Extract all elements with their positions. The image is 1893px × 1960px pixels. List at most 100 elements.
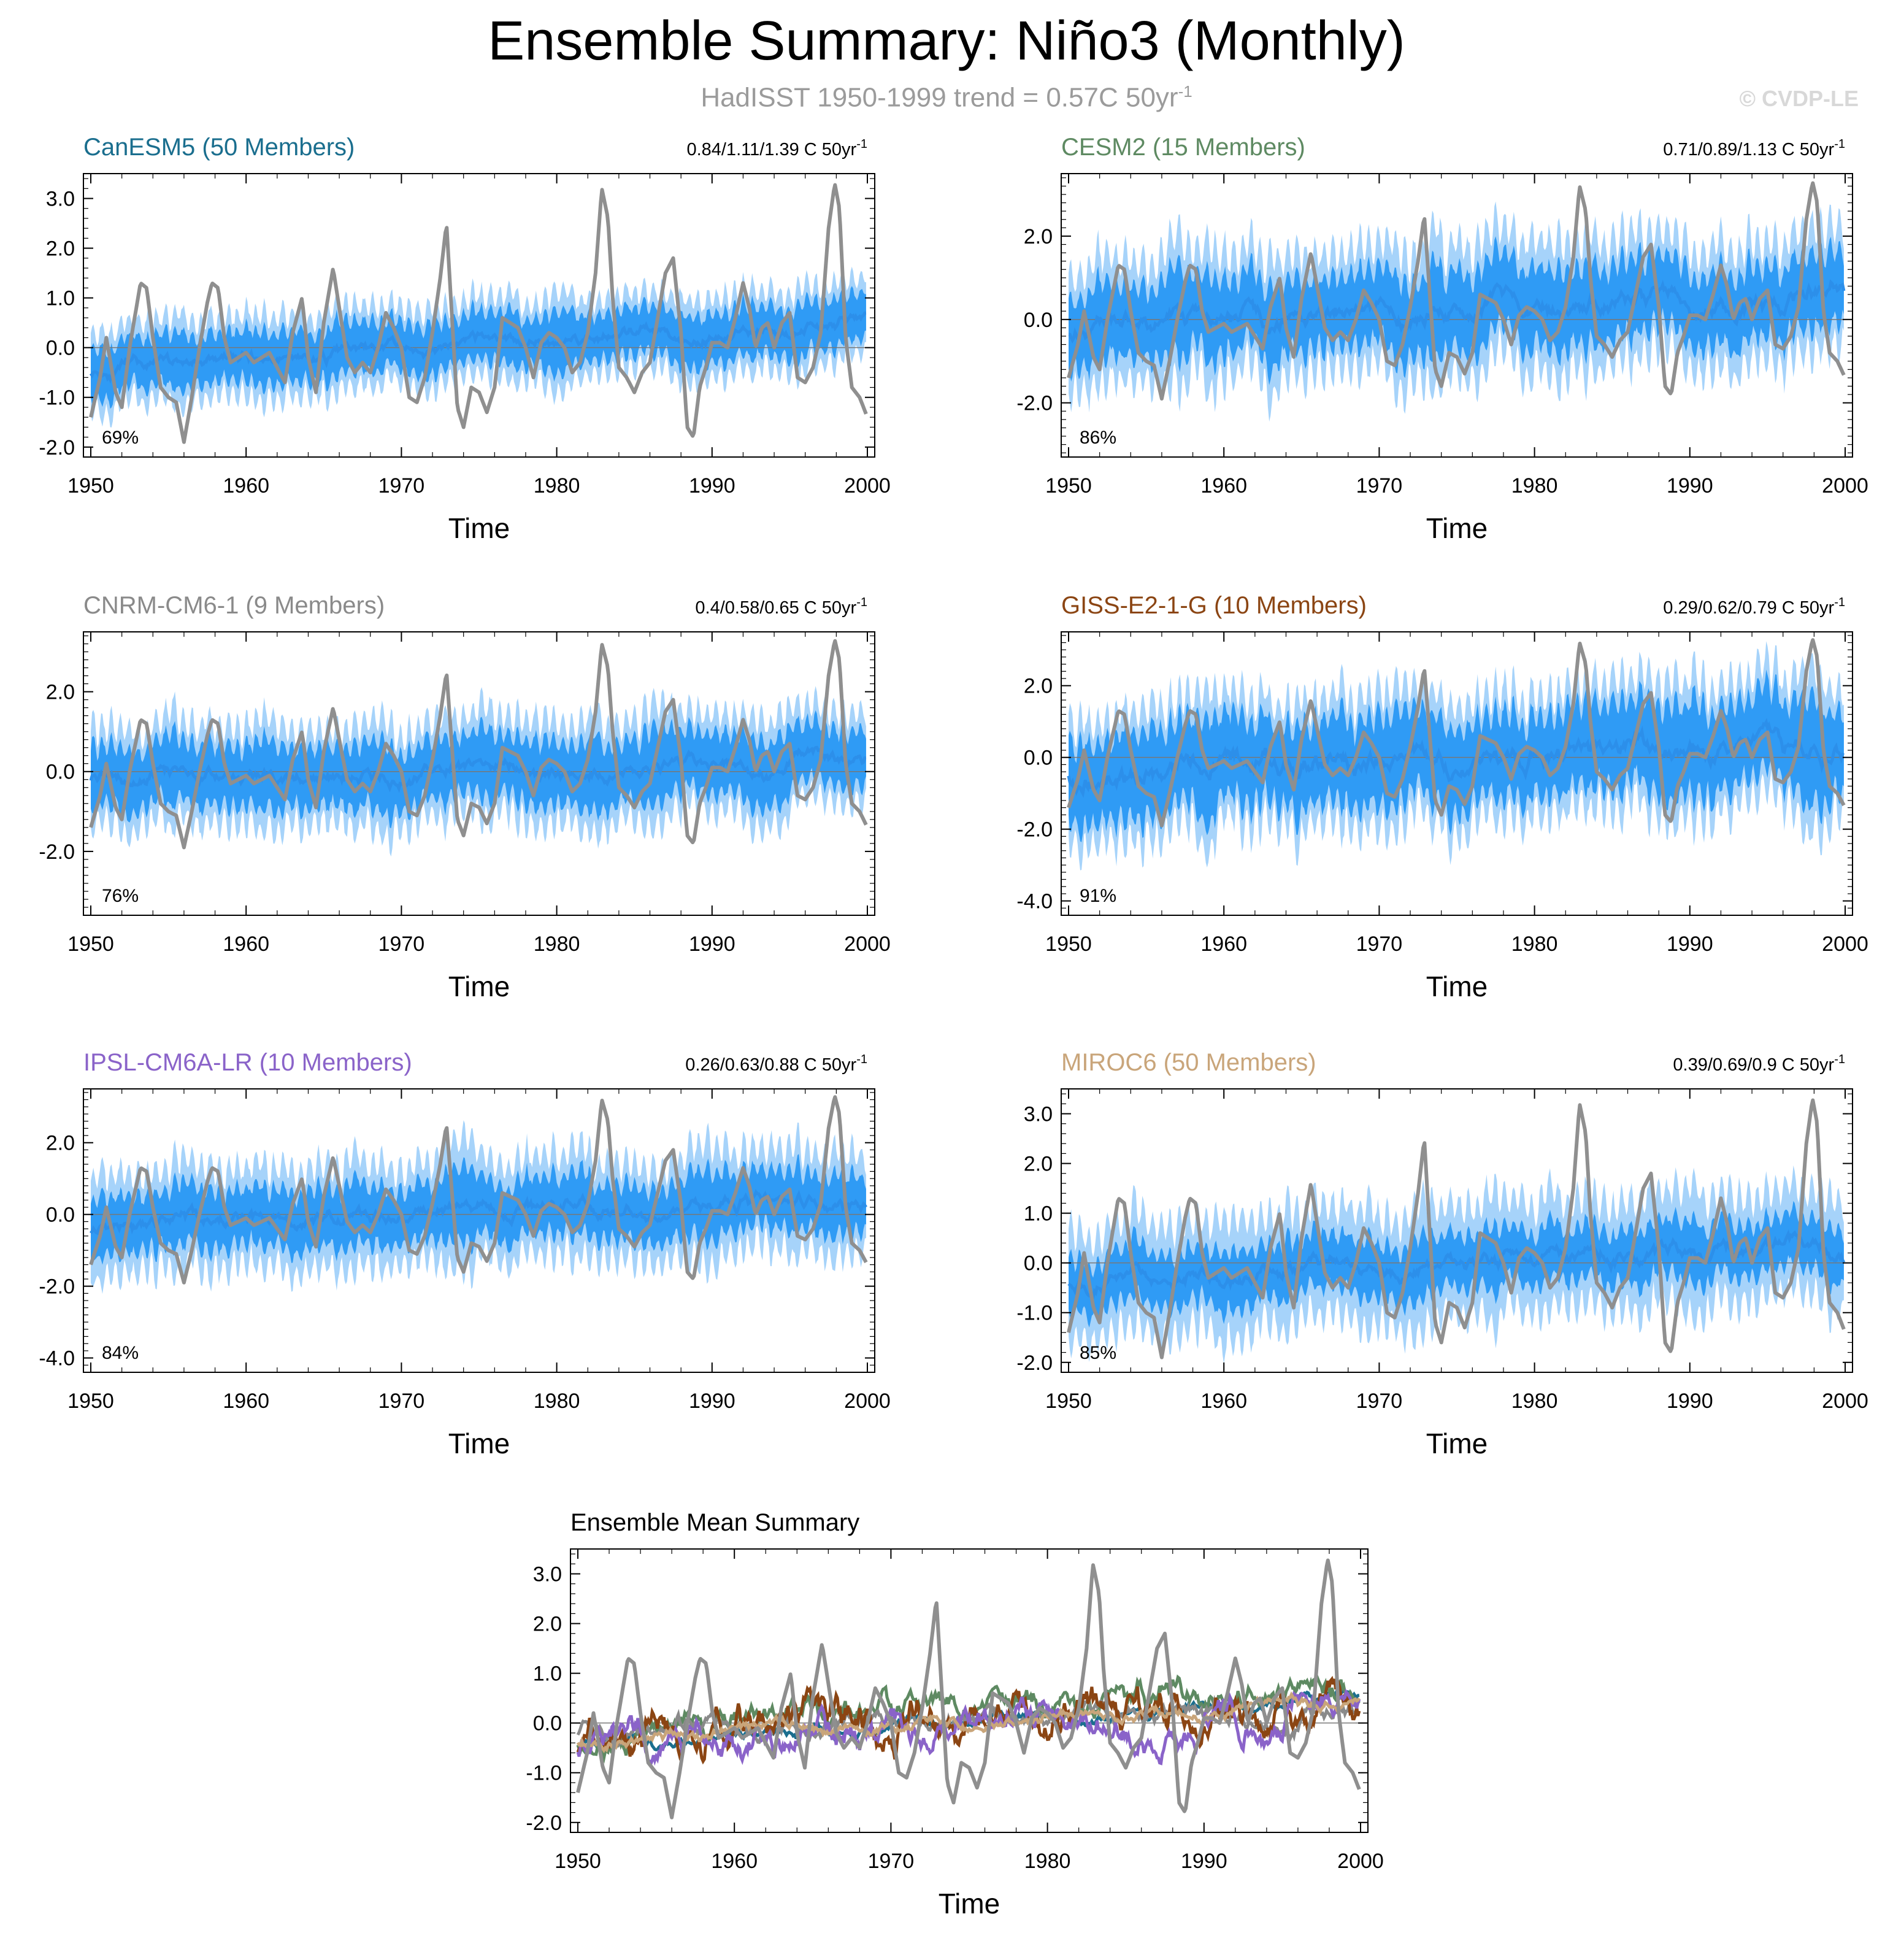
x-axis-title: Time bbox=[939, 1888, 1000, 1920]
y-tick-label: 0.0 bbox=[533, 1712, 562, 1735]
trend-superscript: -1 bbox=[856, 596, 867, 609]
series-line-ipsl-cm6a-lr bbox=[576, 1688, 1361, 1767]
plot-frame bbox=[1061, 631, 1853, 916]
x-tick-label: 2000 bbox=[1822, 474, 1868, 498]
y-tick-label: 2.0 bbox=[46, 237, 75, 261]
y-tick-label: -1.0 bbox=[526, 1762, 562, 1785]
x-tick-label: 1970 bbox=[1356, 474, 1403, 498]
panel-title: Ensemble Mean Summary bbox=[570, 1509, 859, 1536]
trend-superscript: -1 bbox=[1834, 596, 1845, 609]
plot-frame bbox=[83, 173, 875, 458]
panel-3: GISS-E2-1-G (10 Members) 0.29/0.62/0.79 C… bbox=[1016, 592, 1868, 1002]
x-tick-label: 1950 bbox=[67, 1389, 114, 1413]
x-tick-label: 1980 bbox=[1511, 932, 1558, 956]
y-tick-label: 1.0 bbox=[533, 1662, 562, 1686]
plot-frame bbox=[83, 631, 875, 916]
spread-inner-band bbox=[1069, 669, 1844, 842]
trend-label: 0.84/1.11/1.39 C 50yr-1 bbox=[686, 137, 867, 159]
ensemble-mean-line bbox=[1067, 1229, 1846, 1299]
x-tick-label: 2000 bbox=[1337, 1850, 1384, 1873]
x-tick-label: 1950 bbox=[555, 1850, 601, 1873]
x-tick-label: 1970 bbox=[1356, 932, 1403, 956]
y-tick-label: -2.0 bbox=[526, 1812, 562, 1835]
x-tick-label: 1980 bbox=[534, 932, 580, 956]
x-tick-label: 1990 bbox=[689, 1389, 735, 1413]
panel-0: CanESM5 (50 Members) 0.84/1.11/1.39 C 50y… bbox=[39, 134, 890, 544]
y-tick-label: -1.0 bbox=[39, 386, 75, 410]
x-tick-label: 2000 bbox=[844, 932, 891, 956]
observed-line bbox=[1067, 638, 1846, 828]
panel-title: IPSL-CM6A-LR (10 Members) bbox=[83, 1049, 412, 1076]
y-tick-label: 0.0 bbox=[1024, 1252, 1053, 1275]
y-tick-label: -4.0 bbox=[1016, 890, 1053, 913]
y-tick-label: 2.0 bbox=[46, 681, 75, 704]
panel-2: CNRM-CM6-1 (9 Members) 0.4/0.58/0.65 C 50… bbox=[39, 592, 890, 1002]
plot-frame bbox=[570, 1548, 1369, 1833]
x-tick-label: 1950 bbox=[1045, 474, 1092, 498]
percent-label: 69% bbox=[102, 428, 139, 448]
observed-line bbox=[576, 1558, 1361, 1820]
x-tick-label: 1970 bbox=[378, 932, 425, 956]
y-tick-label: -1.0 bbox=[1016, 1302, 1053, 1325]
plot-frame bbox=[1061, 1088, 1853, 1373]
plot-frame bbox=[1061, 173, 1853, 458]
panel-4: IPSL-CM6A-LR (10 Members) 0.26/0.63/0.88 … bbox=[39, 1049, 890, 1459]
series-line-miroc6 bbox=[576, 1691, 1361, 1754]
x-tick-label: 1990 bbox=[689, 932, 735, 956]
trend-label: 0.4/0.58/0.65 C 50yr-1 bbox=[695, 596, 867, 618]
observed-line bbox=[1067, 181, 1846, 401]
x-tick-label: 1980 bbox=[1511, 1389, 1558, 1413]
x-tick-label: 1970 bbox=[1356, 1389, 1403, 1413]
observed-line bbox=[89, 183, 868, 444]
trend-label: 0.29/0.62/0.79 C 50yr-1 bbox=[1663, 596, 1845, 618]
trend-superscript: -1 bbox=[856, 1053, 867, 1066]
x-tick-label: 1950 bbox=[1045, 932, 1092, 956]
ensemble-mean-line bbox=[89, 1189, 867, 1236]
panel-6: Ensemble Mean Summary -2.0 -1.0 0.0 1.0 2.0 3.… bbox=[526, 1509, 1383, 1920]
y-tick-label: -4.0 bbox=[39, 1347, 75, 1370]
x-axis-title: Time bbox=[448, 512, 510, 544]
trend-label: 0.71/0.89/1.13 C 50yr-1 bbox=[1663, 137, 1845, 159]
y-tick-label: 0.0 bbox=[1024, 747, 1053, 770]
trend-label: 0.26/0.63/0.88 C 50yr-1 bbox=[685, 1053, 867, 1075]
x-tick-label: 1960 bbox=[1200, 1389, 1247, 1413]
x-tick-label: 1990 bbox=[1181, 1850, 1227, 1873]
y-tick-label: 2.0 bbox=[1024, 1153, 1053, 1176]
y-tick-label: -2.0 bbox=[1016, 392, 1053, 415]
percent-label: 76% bbox=[102, 886, 139, 906]
x-tick-label: 1960 bbox=[223, 932, 269, 956]
panel-5: MIROC6 (50 Members) 0.39/0.69/0.9 C 50yr-… bbox=[1016, 1049, 1868, 1459]
x-tick-label: 1980 bbox=[534, 1389, 580, 1413]
x-tick-label: 1960 bbox=[223, 474, 269, 498]
x-tick-label: 1960 bbox=[1200, 474, 1247, 498]
x-axis-title: Time bbox=[1426, 1428, 1488, 1459]
y-tick-label: 2.0 bbox=[1024, 675, 1053, 698]
trend-superscript: -1 bbox=[1834, 137, 1845, 151]
percent-label: 84% bbox=[102, 1343, 139, 1363]
x-tick-label: 2000 bbox=[844, 1389, 891, 1413]
ensemble-mean-line bbox=[1067, 718, 1845, 798]
y-tick-label: -2.0 bbox=[1016, 818, 1053, 842]
x-tick-label: 1970 bbox=[378, 474, 425, 498]
y-tick-label: 3.0 bbox=[46, 188, 75, 211]
y-tick-label: 1.0 bbox=[46, 287, 75, 310]
ensemble-mean-line bbox=[89, 311, 867, 384]
panel-title: MIROC6 (50 Members) bbox=[1061, 1049, 1316, 1076]
trend-superscript: -1 bbox=[856, 137, 867, 151]
subtitle: HadISST 1950-1999 trend = 0.57C 50yr-1 bbox=[0, 82, 1893, 113]
panel-title: CanESM5 (50 Members) bbox=[83, 134, 355, 161]
panel-title: GISS-E2-1-G (10 Members) bbox=[1061, 592, 1367, 619]
x-axis-title: Time bbox=[1426, 970, 1488, 1002]
x-tick-label: 1990 bbox=[689, 474, 735, 498]
subtitle-superscript: -1 bbox=[1178, 82, 1192, 101]
y-tick-label: 0.0 bbox=[46, 1204, 75, 1227]
x-tick-label: 1980 bbox=[1024, 1850, 1071, 1873]
panel-title: CESM2 (15 Members) bbox=[1061, 134, 1305, 161]
y-tick-label: -2.0 bbox=[39, 840, 75, 864]
x-tick-label: 2000 bbox=[844, 474, 891, 498]
x-tick-label: 1990 bbox=[1667, 1389, 1713, 1413]
panel-title: CNRM-CM6-1 (9 Members) bbox=[83, 592, 385, 619]
x-axis-title: Time bbox=[1426, 512, 1488, 544]
x-tick-label: 1960 bbox=[223, 1389, 269, 1413]
